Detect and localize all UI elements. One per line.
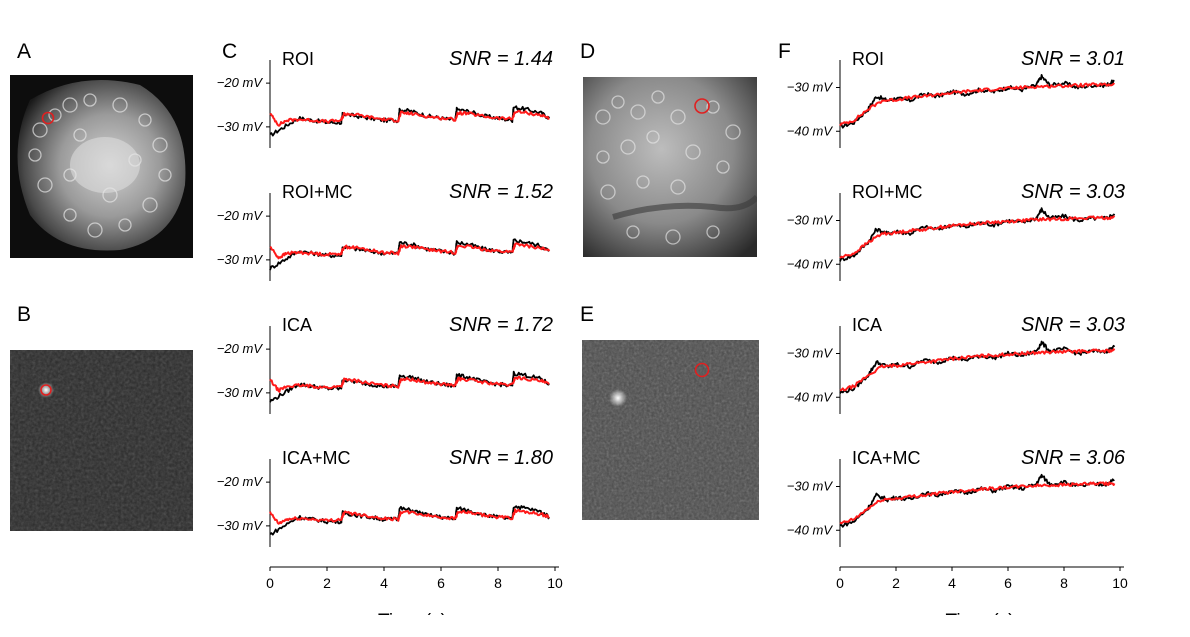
model-trace: [269, 109, 550, 127]
f-x-axis-label: Time (s): [946, 611, 1015, 615]
roi-circle-b: [40, 384, 52, 396]
subplot-ica: ICA SNR = 3.03 −30 mV −40 mV: [787, 314, 1125, 414]
panel-label-c: C: [222, 40, 238, 63]
panel-label-b: B: [17, 303, 32, 326]
y-tick-label: −40 mV: [787, 389, 833, 404]
subplot-ica: ICA SNR = 1.72 −20 mV −30 mV: [217, 314, 553, 414]
y-tick-label: −30 mV: [787, 479, 833, 494]
x-tick-label: 4: [380, 575, 388, 591]
subplot-roi: ROI SNR = 1.44 −20 mV −30 mV: [217, 48, 553, 148]
y-tick-label: −30 mV: [217, 385, 263, 400]
y-tick-label: −30 mV: [217, 119, 263, 134]
snr-label: SNR = 3.06: [1021, 447, 1126, 469]
model-trace: [839, 82, 1116, 127]
x-tick-label: 6: [1004, 575, 1012, 591]
snr-label: SNR = 3.01: [1021, 48, 1125, 70]
roi-circle-d: [694, 98, 710, 114]
snr-label: SNR = 3.03: [1021, 181, 1125, 203]
method-label: ICA: [282, 315, 312, 335]
x-tick-label: 8: [1060, 575, 1068, 591]
roi-circle-e: [694, 362, 710, 378]
y-tick-label: −30 mV: [217, 252, 263, 267]
method-label: ICA+MC: [852, 448, 921, 468]
x-tick-label: 6: [437, 575, 445, 591]
x-tick-label: 2: [892, 575, 900, 591]
y-tick-label: −30 mV: [787, 80, 833, 95]
measured-trace: [269, 238, 550, 271]
snr-label: SNR = 3.03: [1021, 314, 1125, 336]
method-label: ROI+MC: [852, 182, 923, 202]
method-label: ICA: [852, 315, 882, 335]
c-x-axis-label: Time (s): [378, 611, 447, 615]
method-label: ROI: [852, 49, 884, 69]
mean-image-d: [583, 77, 757, 257]
snr-label: SNR = 1.44: [449, 48, 553, 70]
x-tick-label: 4: [948, 575, 956, 591]
roi-circle-a: [41, 111, 55, 125]
x-tick-label: 0: [836, 575, 844, 591]
snr-label: SNR = 1.80: [449, 447, 553, 469]
subplot-roi: ROI SNR = 3.01 −30 mV −40 mV: [787, 48, 1125, 148]
mean-image-a: [10, 75, 193, 258]
snr-label: SNR = 1.72: [449, 314, 553, 336]
x-tick-label: 0: [266, 575, 274, 591]
voltage-traces-chart-f: ROI SNR = 3.01 −30 mV −40 mV ROI+MC SNR = 3.0…: [787, 48, 1128, 615]
model-trace: [269, 242, 551, 260]
y-tick-label: −40 mV: [787, 123, 833, 138]
panel-label-f: F: [778, 40, 791, 63]
panel-label-d: D: [580, 40, 596, 63]
method-label: ROI: [282, 49, 314, 69]
y-tick-label: −20 mV: [217, 208, 263, 223]
subplot-roi-mc: ROI+MC SNR = 3.03 −30 mV −40 mV: [787, 181, 1125, 281]
subplot-ica-mc: ICA+MC SNR = 3.06 −30 mV −40 mV: [787, 447, 1126, 547]
y-tick-label: −20 mV: [217, 75, 263, 90]
model-trace: [839, 348, 1116, 392]
x-tick-label: 2: [323, 575, 331, 591]
model-trace: [839, 215, 1116, 259]
y-tick-label: −40 mV: [787, 522, 833, 537]
ica-filter-e: [582, 340, 759, 520]
x-tick-label: 10: [1112, 575, 1128, 591]
subplot-ica-mc: ICA+MC SNR = 1.80 −20 mV −30 mV: [217, 447, 553, 547]
method-label: ICA+MC: [282, 448, 351, 468]
panel-label-a: A: [17, 40, 32, 63]
x-tick-label: 10: [547, 575, 563, 591]
y-tick-label: −30 mV: [787, 346, 833, 361]
method-label: ROI+MC: [282, 182, 353, 202]
y-tick-label: −30 mV: [787, 213, 833, 228]
model-trace: [839, 481, 1116, 525]
model-trace: [269, 508, 550, 525]
snr-label: SNR = 1.52: [449, 181, 553, 203]
y-tick-label: −20 mV: [217, 341, 263, 356]
voltage-traces-chart-c: ROI SNR = 1.44 −20 mV −30 mV ROI+MC SNR = 1.5…: [217, 48, 563, 615]
panel-label-e: E: [580, 303, 595, 326]
y-tick-label: −20 mV: [217, 474, 263, 489]
subplot-roi-mc: ROI+MC SNR = 1.52 −20 mV −30 mV: [217, 181, 553, 281]
ica-filter-b: [10, 350, 193, 531]
y-tick-label: −40 mV: [787, 256, 833, 271]
x-tick-label: 8: [494, 575, 502, 591]
y-tick-label: −30 mV: [217, 518, 263, 533]
model-trace: [269, 375, 550, 393]
